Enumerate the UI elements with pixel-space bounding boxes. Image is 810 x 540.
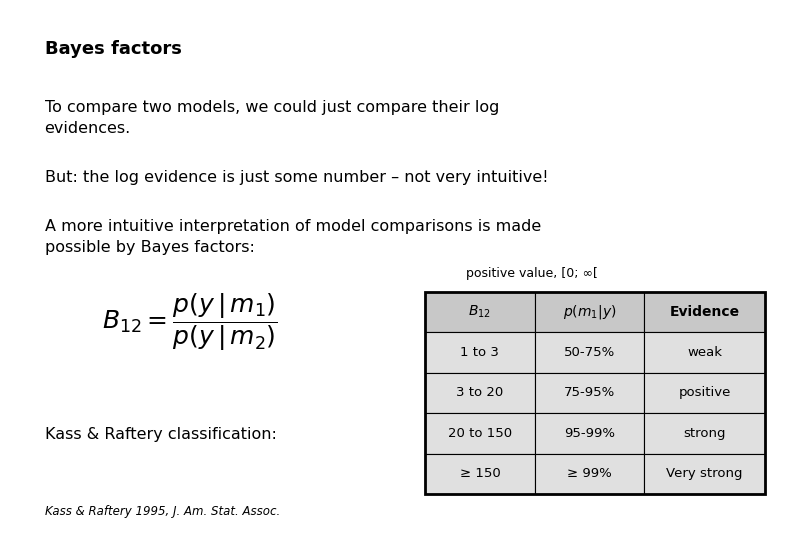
Text: Evidence: Evidence (670, 305, 740, 319)
Text: A more intuitive interpretation of model comparisons is made
possible by Bayes f: A more intuitive interpretation of model… (45, 219, 541, 255)
Bar (425, 413, 535, 454)
Text: 95-99%: 95-99% (564, 427, 615, 440)
Bar (644, 454, 765, 494)
Bar (425, 373, 535, 413)
Text: But: the log evidence is just some number – not very intuitive!: But: the log evidence is just some numbe… (45, 170, 548, 185)
Text: 3 to 20: 3 to 20 (456, 386, 504, 400)
Bar (644, 373, 765, 413)
Text: ≥ 150: ≥ 150 (459, 467, 501, 481)
Bar (425, 292, 535, 332)
Text: 75-95%: 75-95% (564, 386, 615, 400)
Bar (425, 332, 535, 373)
Bar (535, 454, 644, 494)
Bar (425, 454, 535, 494)
Text: $B_{12} = \dfrac{p(y\,|\,m_1)}{p(y\,|\,m_2)}$: $B_{12} = \dfrac{p(y\,|\,m_1)}{p(y\,|\,m… (103, 292, 278, 353)
Bar (535, 292, 644, 332)
Text: $\mathit{B}_{12}$: $\mathit{B}_{12}$ (468, 303, 492, 320)
Bar (644, 292, 765, 332)
Text: Bayes factors: Bayes factors (45, 40, 181, 58)
Text: 50-75%: 50-75% (564, 346, 615, 359)
Bar (425, 292, 765, 494)
Text: strong: strong (684, 427, 726, 440)
Text: 1 to 3: 1 to 3 (461, 346, 499, 359)
Bar (535, 373, 644, 413)
Text: ≥ 99%: ≥ 99% (567, 467, 612, 481)
Text: Kass & Raftery classification:: Kass & Raftery classification: (45, 427, 276, 442)
Text: positive value, [0; ∞[: positive value, [0; ∞[ (466, 267, 598, 280)
Bar (644, 332, 765, 373)
Text: Kass & Raftery 1995, J. Am. Stat. Assoc.: Kass & Raftery 1995, J. Am. Stat. Assoc. (45, 505, 279, 518)
Text: weak: weak (687, 346, 723, 359)
Text: To compare two models, we could just compare their log
evidences.: To compare two models, we could just com… (45, 100, 499, 136)
Bar (535, 413, 644, 454)
Text: $\mathit{p}(\mathit{m}_1|y)$: $\mathit{p}(\mathit{m}_1|y)$ (563, 303, 616, 321)
Bar (535, 332, 644, 373)
Bar (644, 413, 765, 454)
Text: positive: positive (679, 386, 731, 400)
Text: 20 to 150: 20 to 150 (448, 427, 512, 440)
Text: Very strong: Very strong (667, 467, 743, 481)
